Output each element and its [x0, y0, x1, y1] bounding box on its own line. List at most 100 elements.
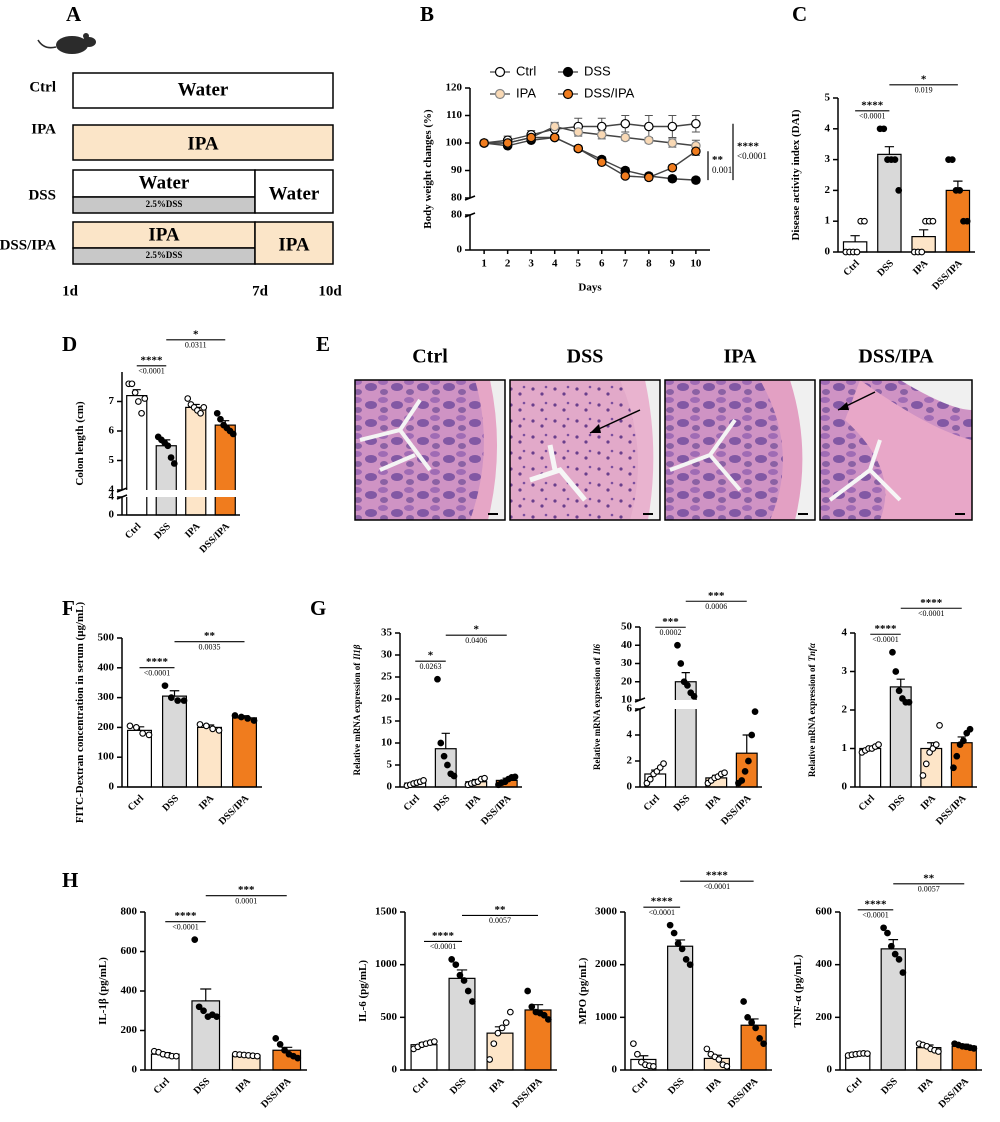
data-point — [935, 1048, 942, 1055]
y-axis-label: Relative mRNA expression ofIl6 — [592, 643, 602, 770]
p-value: 0.0002 — [660, 628, 682, 637]
y-axis-label: Relative mRNA expression ofIl1β — [352, 644, 362, 775]
data-point — [135, 398, 142, 405]
data-point — [950, 764, 957, 772]
data-point — [456, 971, 464, 979]
x-tick-label: DSS — [875, 258, 896, 279]
data-point — [891, 950, 899, 958]
x-tick-label: IPA — [464, 792, 484, 812]
y-tick-label: 1000 — [375, 958, 398, 970]
data-point — [715, 1056, 723, 1063]
row-label: DSS/IPA — [0, 237, 56, 253]
x-tick-label: DSS/IPA — [937, 1075, 972, 1110]
data-point — [887, 942, 895, 950]
panel-label: E — [316, 332, 330, 356]
y-tick-label: 200 — [98, 721, 115, 733]
marker — [620, 118, 631, 129]
x-tick-label: DSS — [160, 793, 181, 814]
x-tick-label: DSS/IPA — [510, 1075, 545, 1110]
bar — [214, 424, 236, 516]
y-axis-label-gene: Tnfα — [807, 642, 817, 662]
data-point — [460, 977, 468, 984]
marker — [691, 146, 701, 157]
data-point — [244, 715, 252, 722]
panel-label: G — [310, 596, 326, 620]
y-tick-label: 1000 — [595, 1011, 618, 1023]
marker — [573, 143, 584, 154]
data-point — [932, 741, 940, 749]
marker — [691, 118, 701, 129]
data-point — [751, 708, 759, 715]
data-point — [281, 1046, 288, 1054]
x-tick-label: 8 — [646, 258, 652, 270]
legend-marker — [562, 66, 574, 78]
data-point — [670, 929, 678, 937]
data-point — [250, 717, 258, 724]
y-tick-label: 35 — [381, 627, 393, 639]
data-point — [684, 682, 691, 689]
y-axis-label-text: Relative mRNA expression of — [352, 662, 362, 776]
x-tick-label: IPA — [197, 792, 217, 812]
marker — [667, 162, 678, 173]
data-point — [506, 1008, 514, 1016]
x-tick-label: 3 — [528, 258, 534, 270]
box-text: IPA — [278, 234, 310, 255]
data-point — [660, 760, 667, 767]
y-tick-label: 80 — [451, 192, 463, 204]
x-tick-label: 2 — [505, 258, 511, 270]
y-tick-label: 0 — [827, 1064, 833, 1076]
marker — [620, 132, 631, 143]
data-point — [139, 730, 147, 737]
schedule-box — [72, 124, 334, 161]
panel-label: F — [62, 596, 75, 620]
y-axis-label-gene: Il6 — [592, 643, 602, 655]
x-tick-label: DSS — [672, 793, 693, 814]
y-tick-label: 600 — [121, 945, 138, 957]
image-title: DSS/IPA — [858, 346, 934, 368]
y-tick-label: 5 — [109, 454, 115, 466]
legend-label: DSS — [584, 63, 611, 78]
data-point — [540, 1011, 548, 1019]
y-tick-label: 30 — [621, 657, 633, 669]
p-value: 0.0263 — [420, 662, 442, 671]
data-point — [634, 1050, 641, 1058]
legend-marker — [562, 88, 574, 100]
x-tick-label: Ctrl — [402, 793, 422, 813]
data-point — [209, 725, 217, 733]
significance-stars: * — [193, 328, 199, 340]
x-tick-label: DSS/IPA — [259, 1075, 294, 1110]
box-text: Water — [178, 79, 229, 100]
panel-label: H — [62, 868, 78, 892]
y-axis-label: MPO (pg/mL) — [577, 957, 589, 1024]
image — [664, 379, 816, 521]
data-point — [498, 1024, 506, 1032]
y-tick-label: 25 — [381, 671, 393, 683]
schedule-box — [72, 72, 334, 109]
y-tick-label: 800 — [121, 906, 138, 918]
p-value: 0.0057 — [489, 916, 511, 925]
x-tick-label: Ctrl — [152, 1076, 172, 1096]
significance-stars: *** — [238, 884, 255, 896]
data-point — [444, 761, 451, 769]
data-point — [905, 698, 913, 706]
data-point — [131, 389, 139, 397]
data-point — [963, 217, 971, 225]
error-bar — [896, 678, 905, 687]
data-point — [630, 1040, 637, 1048]
legend-label: Ctrl — [516, 63, 536, 78]
data-point — [960, 737, 967, 745]
y-tick-label: 400 — [98, 661, 115, 673]
data-point — [452, 961, 460, 969]
day-label: 7d — [252, 283, 269, 299]
data-point — [195, 1003, 203, 1011]
schematic: A Ctrl Water IPA IPA DSS Water 2.5%DSS W… — [0, 2, 342, 300]
data-point — [895, 956, 903, 963]
y-axis-label-text: FITC-Dextran concentration in serum (μg/… — [74, 602, 86, 824]
y-axis-label-gene: Il1β — [352, 644, 362, 661]
y-tick-label: 0 — [109, 781, 115, 793]
x-tick-label: 4 — [552, 258, 558, 270]
significance-stars: **** — [175, 910, 198, 922]
bar — [486, 1032, 514, 1071]
x-tick-label: DSS/IPA — [930, 257, 965, 292]
